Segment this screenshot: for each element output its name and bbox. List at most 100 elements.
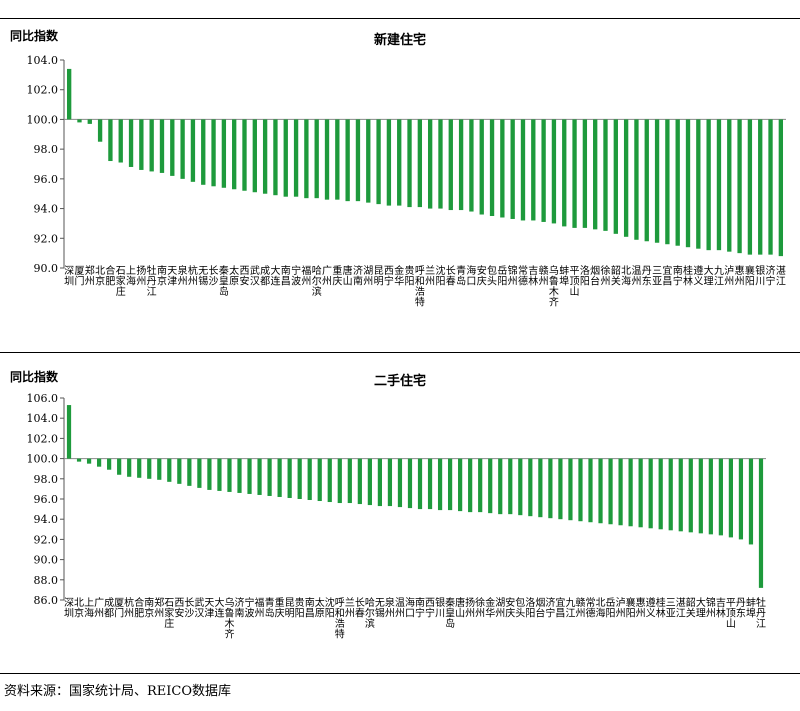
chart1-bar (613, 119, 618, 234)
chart2-bar (738, 458, 744, 540)
chart2-bar (367, 458, 372, 506)
chart2-y-tick-label: 104.0 (27, 412, 59, 425)
chart2-x-tick-label: 泸州 (616, 597, 626, 620)
chart2-x-tick-label: 扬州 (465, 596, 475, 620)
chart1-bar (376, 119, 381, 205)
chart1-bar (366, 119, 371, 203)
chart2-x-tick-label: 平顶山 (726, 598, 736, 630)
chart1-x-tick-label: 泉州 (178, 264, 188, 288)
chart2-x-tick-label: 烟台 (535, 596, 545, 620)
chart1-bar (716, 119, 722, 251)
chart1-x-tick-label: 包头 (487, 264, 497, 288)
chart2-bar (137, 458, 142, 478)
chart2-x-tick-label: 上海 (84, 597, 94, 620)
chart1-bar (232, 119, 237, 190)
chart1-y-tick-label: 96.0 (34, 173, 59, 186)
chart1-x-tick-label: 呼和浩特 (415, 265, 425, 309)
chart1-x-tick-label: 惠州 (735, 264, 745, 288)
chart2-bar (568, 458, 573, 521)
chart2-bar (287, 458, 292, 498)
chart2-bar (107, 458, 112, 470)
chart1-x-tick-label: 沈阳 (435, 264, 445, 288)
chart2-x-tick-label: 武汉 (194, 596, 204, 620)
chart1-bar (458, 119, 464, 211)
chart2-bar (377, 458, 382, 507)
chart2-bar (177, 458, 182, 484)
chart2-x-tick-label: 惠州 (636, 596, 646, 620)
chart1-x-tick-label: 平顶山 (570, 266, 580, 298)
chart1-x-tick-label: 长春 (446, 265, 456, 288)
chart1-x-tick-label: 洛阳 (580, 264, 590, 288)
chart2-bar (127, 458, 132, 477)
chart1-bar (262, 119, 268, 194)
chart1-bar (510, 119, 515, 219)
chart1-x-tick-label: 北京 (95, 265, 105, 288)
chart1-x-tick-label: 襄阳 (745, 264, 755, 288)
chart1-x-tick-label: 温州 (631, 265, 641, 288)
chart1-x-tick-label: 广州 (322, 265, 332, 288)
chart2-y-tick-label: 88.0 (34, 574, 59, 587)
chart1-x-tick-label: 深圳 (64, 265, 74, 288)
chart2-y-tick-label: 100.0 (27, 453, 59, 466)
chart1-x-tick-label: 西安 (240, 266, 250, 288)
chart1-y-tick-label: 94.0 (34, 203, 59, 216)
chart2-x-tick-label: 岳阳 (606, 597, 616, 620)
chart1-x-tick-label: 丹东 (642, 265, 652, 288)
chart2-bar (638, 458, 643, 528)
chart2-bar (147, 458, 152, 479)
chart1-bar (397, 119, 402, 206)
chart2-title: 二手住宅 (373, 374, 426, 389)
chart1-x-tick-label: 宁波 (291, 264, 301, 288)
chart1-x-tick-label: 遵义 (693, 264, 703, 288)
chart2-x-tick-label: 郑州 (154, 596, 164, 620)
chart1-bar (190, 119, 196, 182)
chart2-x-tick-label: 包头 (515, 596, 525, 620)
chart1-x-tick-label: 成都 (260, 265, 270, 288)
chart2-x-tick-label: 重庆 (275, 596, 285, 620)
chart1-bar (170, 119, 175, 176)
chart2-x-tick-label: 襄阳 (626, 596, 636, 620)
chart1-bar (149, 119, 154, 172)
chart2-x-tick-label: 牡丹江 (756, 596, 766, 630)
chart-panel-resale-homes (0, 352, 800, 674)
chart2-x-tick-label: 南昌 (305, 596, 315, 620)
chart2-bar (528, 458, 533, 517)
chart2-x-tick-label: 西安 (174, 598, 184, 620)
chart2-x-tick-label: 青岛 (265, 596, 275, 620)
chart2-bar (417, 458, 423, 510)
chart1-bar (211, 119, 216, 187)
chart1-bar (623, 119, 629, 237)
chart1-x-tick-label: 九江 (714, 265, 724, 288)
chart1-bar (108, 119, 113, 162)
chart1-x-tick-label: 合肥 (105, 264, 115, 288)
chart1-bar (77, 119, 82, 123)
chart2-bar (297, 458, 302, 499)
chart2-x-tick-label: 合肥 (134, 596, 144, 620)
chart2-x-tick-label: 温州 (395, 597, 405, 620)
chart2-bar (708, 458, 713, 535)
chart1-x-tick-label: 扬州 (136, 264, 146, 288)
chart2-bar (407, 458, 413, 509)
chart1-bar (479, 119, 484, 215)
chart2-bar (387, 458, 393, 507)
chart2-bar (618, 458, 623, 526)
chart1-x-tick-label: 上海 (126, 265, 136, 288)
chart1-x-tick-label: 乌鲁木齐 (549, 264, 559, 309)
chart2-bar (86, 458, 92, 464)
chart2-bar (267, 458, 272, 496)
chart2-x-tick-label: 金华 (485, 596, 495, 620)
chart2-x-tick-label: 锦州 (706, 596, 716, 620)
chart1-x-tick-label: 桂林 (683, 264, 693, 288)
chart2-bar (518, 458, 523, 516)
chart2-bar (598, 458, 603, 524)
chart1-x-tick-label: 三亚 (652, 266, 662, 288)
chart2-bar (337, 458, 342, 504)
chart2-bar (227, 458, 232, 492)
chart2-y-tick-label: 90.0 (34, 554, 59, 567)
chart1-x-tick-label: 湖州 (363, 265, 373, 288)
chart2-y-tick-label: 102.0 (27, 432, 59, 445)
chart2-x-tick-label: 银川 (435, 596, 445, 620)
chart1-bar (531, 119, 536, 221)
chart1-x-tick-label: 兰州 (425, 264, 435, 288)
chart1-bar (706, 119, 711, 251)
